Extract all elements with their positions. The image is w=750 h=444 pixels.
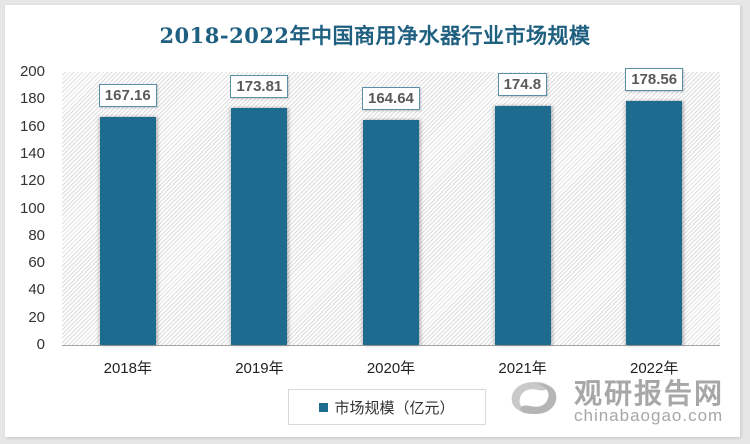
x-tick-label: 2018年 [103, 360, 152, 377]
legend: 市场规模（亿元） [288, 389, 486, 425]
y-tick-label: 80 [28, 226, 45, 244]
bar [494, 106, 551, 345]
watermark-cn: 观研报告网 [574, 377, 725, 410]
y-tick-label: 60 [28, 254, 45, 272]
y-tick-label: 180 [19, 90, 45, 108]
y-tick-label: 20 [28, 308, 45, 326]
y-tick-label: 160 [19, 117, 45, 135]
data-label: 167.16 [98, 83, 157, 107]
data-label: 164.64 [362, 87, 420, 111]
x-tick-label: 2022年 [630, 360, 679, 377]
legend-swatch [319, 402, 329, 412]
y-tick-label: 100 [19, 199, 45, 217]
x-tick-label: 2020年 [366, 360, 416, 377]
x-tick-label: 2021年 [498, 360, 547, 377]
bar [363, 120, 419, 345]
data-label: 173.81 [230, 74, 289, 98]
bar [231, 107, 288, 345]
data-label: 178.56 [625, 68, 684, 92]
x-axis-line [62, 345, 720, 346]
x-tick-label: 2019年 [235, 360, 284, 377]
y-tick-label: 40 [28, 281, 45, 299]
y-tick-label: 140 [19, 144, 45, 162]
y-tick-label: 200 [19, 63, 45, 80]
y-tick-label: 120 [19, 172, 45, 190]
y-tick-label: 0 [36, 336, 45, 353]
watermark-en: chinabaogao.com [574, 406, 724, 425]
watermark-logo-icon [511, 382, 557, 414]
watermark: 观研报告网 chinabaogao.com [506, 370, 726, 430]
data-label: 174.8 [497, 73, 548, 97]
bar [99, 116, 156, 345]
legend-label: 市场规模（亿元） [334, 399, 455, 417]
bar [626, 101, 683, 345]
chart-title: 2018-2022年中国商用净水器行业市场规模 [159, 23, 591, 48]
